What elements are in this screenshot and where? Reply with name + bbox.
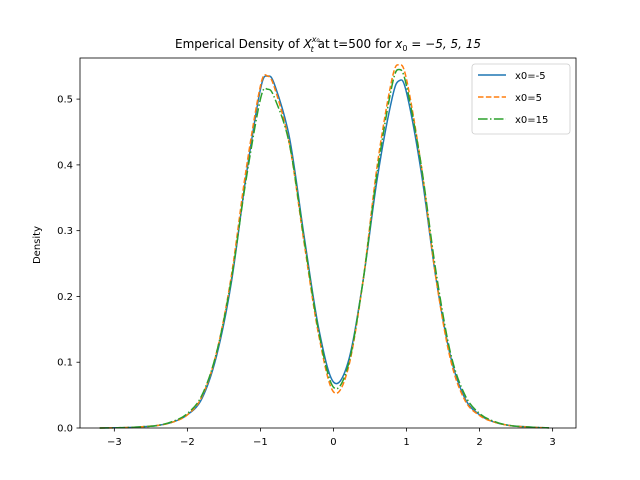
x-tick-label: −1 (253, 437, 268, 448)
x-tick-label: 3 (549, 437, 555, 448)
title-math-rest: = −5, 5, 15 (407, 37, 481, 51)
title-math-subscript: 0 (402, 44, 407, 53)
series-lines (99, 64, 549, 429)
title-subscript: t (311, 45, 315, 54)
title-mid: at t=500 for (314, 37, 395, 51)
x-tick-label: −3 (107, 437, 122, 448)
legend-label-x0-15: x0=15 (515, 115, 548, 126)
x-tick-label: 0 (330, 437, 336, 448)
y-tick-label: 0.0 (57, 424, 73, 435)
axis-ticks: −3 −2 −1 0 1 2 3 0.0 0.1 0.2 0.3 0.4 0.5 (57, 95, 556, 448)
y-tick-label: 0.1 (57, 358, 73, 369)
y-tick-label: 0.4 (57, 160, 73, 171)
title-prefix: Emperical Density of (175, 37, 303, 51)
title-var: X (302, 37, 312, 51)
legend-label-x0-neg5: x0=-5 (515, 71, 546, 82)
y-tick-label: 0.3 (57, 226, 73, 237)
series-line-2 (99, 68, 549, 429)
series-line-1 (99, 64, 549, 429)
x-tick-label: 1 (403, 437, 409, 448)
legend-box (471, 63, 571, 135)
title-superscript: x₀ (311, 35, 321, 44)
legend-label-x0-5: x0=5 (515, 93, 542, 104)
y-tick-label: 0.2 (57, 292, 73, 303)
plot-frame (79, 57, 577, 429)
y-tick-label: 0.5 (57, 95, 73, 106)
x-tick-label: 2 (476, 437, 482, 448)
title-math-var: x (394, 37, 403, 51)
chart-title: Emperical Density of Xx₀ t at t=500 for x… (175, 35, 481, 54)
x-tick-label: −2 (180, 437, 195, 448)
legend: x0=-5 x0=5 x0=15 (471, 63, 571, 135)
y-axis-label: Density (32, 226, 43, 264)
